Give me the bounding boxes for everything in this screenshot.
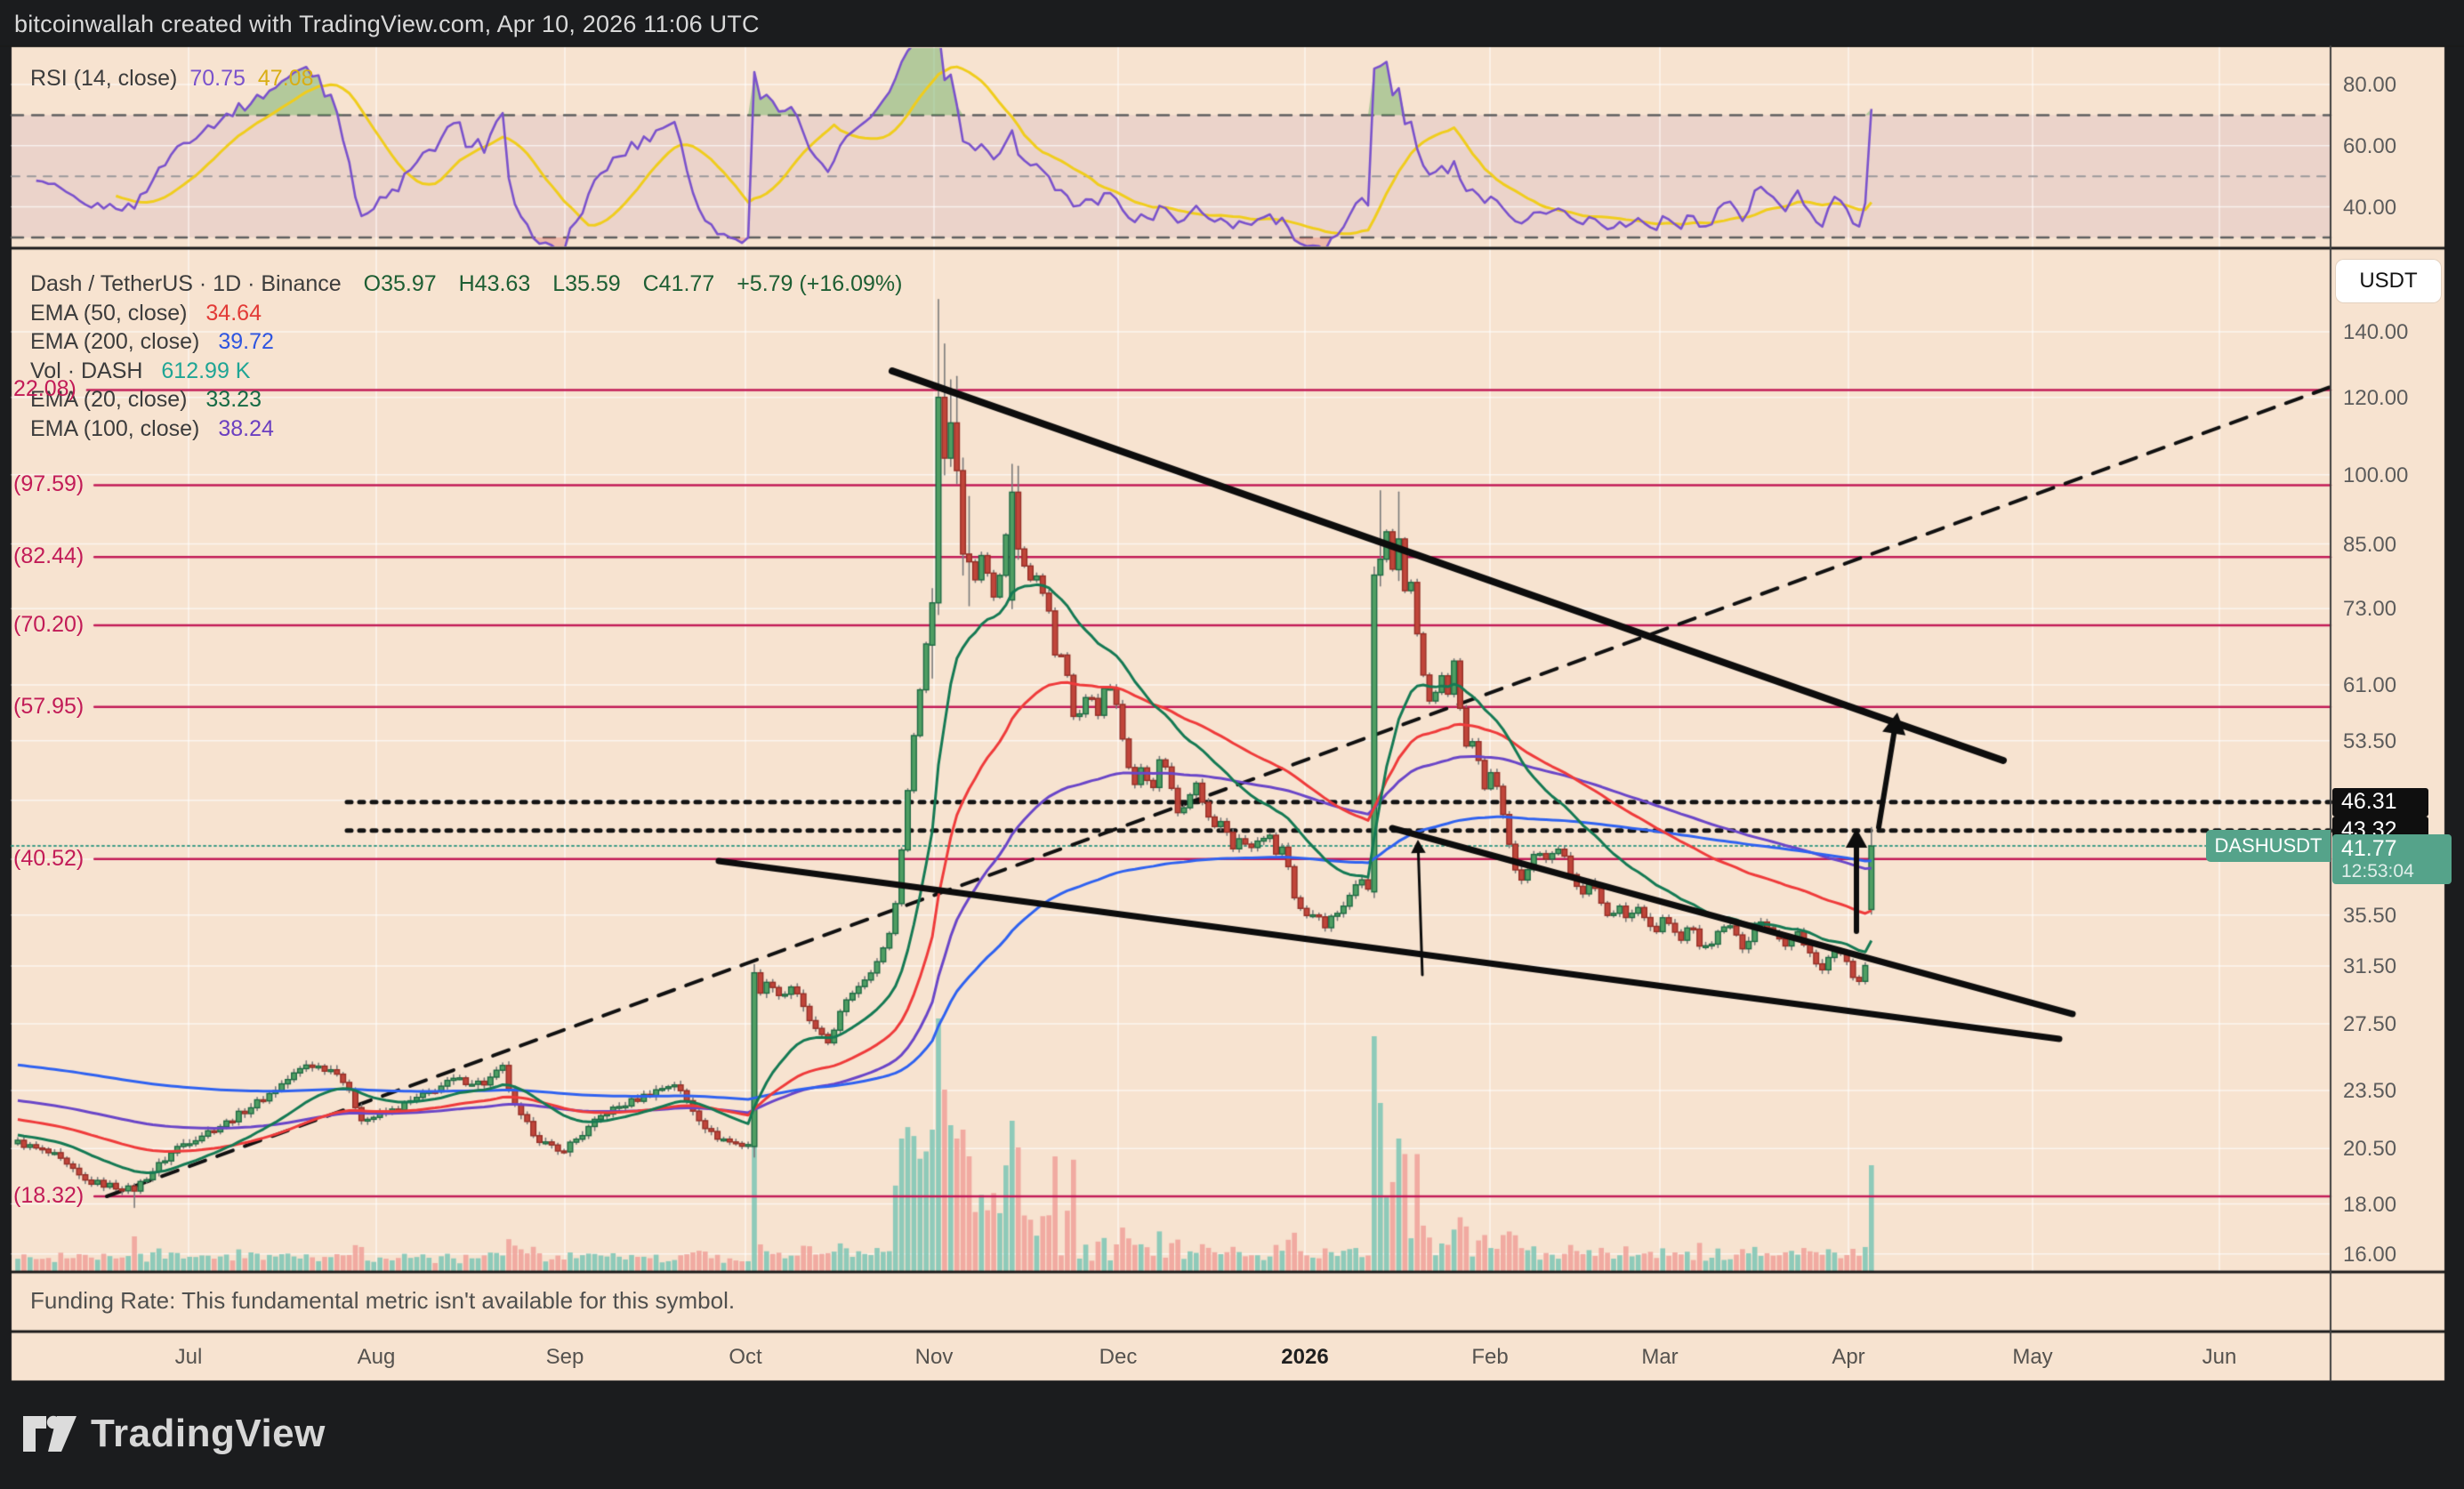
rsi-legend[interactable]: RSI (14, close) 70.75 47.08 [30,66,313,92]
tradingview-wordmark: TradingView [91,1412,326,1455]
main-legend: Dash / TetherUS · 1D · Binance O35.97 H4… [30,270,902,443]
price-tick-100.00: 100.00 [2343,463,2409,487]
ema100-value: 38.24 [218,415,274,441]
indicator-row-ema100[interactable]: EMA (100, close) 38.24 [30,415,902,444]
rsi-tick-80.00: 80.00 [2343,73,2397,97]
rsi-tick-60.00: 60.00 [2343,133,2397,158]
price-tick-85.00: 85.00 [2343,532,2397,557]
symbol-title: Dash / TetherUS · 1D · Binance [30,271,342,296]
price-line-label-18.32: (18.32) [13,1183,85,1209]
ohlc-change: +5.79 (+16.09%) [737,271,903,296]
month-label-Oct: Oct [729,1345,762,1369]
rsi-tick-40.00: 40.00 [2343,195,2397,220]
price-line-label-122.08: 22.08) [13,376,76,402]
month-label-Apr: Apr [1832,1345,1865,1369]
ema200-value: 39.72 [218,329,274,354]
ema50-label: EMA (50, close) [30,300,188,326]
price-tick-35.50: 35.50 [2343,903,2397,928]
tradingview-icon [23,1415,76,1452]
indicator-row-ema20[interactable]: EMA (20, close) 33.23 [30,385,902,415]
month-label-Dec: Dec [1099,1345,1138,1369]
month-label-2026: 2026 [1281,1345,1329,1369]
price-tick-120.00: 120.00 [2343,385,2409,410]
price-tick-53.50: 53.50 [2343,728,2397,753]
price-line-label-97.59: (97.59) [13,471,85,497]
ema20-value: 33.23 [205,387,262,412]
price-tick-27.50: 27.50 [2343,1011,2397,1036]
ema20-label: EMA (20, close) [30,387,188,412]
level-badge-46.31: 46.31 [2332,787,2428,817]
volume-value: 612.99 K [161,358,251,383]
month-label-Aug: Aug [357,1345,396,1369]
bar-countdown: 12:53:04 [2341,861,2414,882]
indicator-row-ema200[interactable]: EMA (200, close) 39.72 [30,327,902,357]
month-label-Mar: Mar [1641,1345,1679,1369]
price-tick-18.00: 18.00 [2343,1192,2397,1217]
rsi-value: 70.75 [189,66,246,91]
ohlc-open: O35.97 [363,271,437,296]
month-label-Nov: Nov [914,1345,954,1369]
ema200-label: EMA (200, close) [30,329,200,354]
price-line-label-82.44: (82.44) [13,543,85,569]
volume-label: Vol · DASH [30,358,143,383]
ema50-value: 34.64 [205,300,262,326]
last-price: 41.77 [2341,836,2397,862]
price-line-label-57.95: (57.95) [13,693,85,719]
price-tick-73.00: 73.00 [2343,597,2397,622]
month-label-Jul: Jul [174,1345,203,1369]
funding-rate-note: Funding Rate: This fundamental metric is… [30,1287,736,1314]
currency-toggle-button[interactable]: USDT [2336,260,2441,302]
price-tick-61.00: 61.00 [2343,673,2397,698]
price-tick-20.50: 20.50 [2343,1137,2397,1162]
month-label-Feb: Feb [1471,1345,1509,1369]
attribution-text: bitcoinwallah created with TradingView.c… [14,11,760,37]
price-tick-23.50: 23.50 [2343,1079,2397,1104]
rsi-legend-label: RSI (14, close) [30,66,178,91]
ohlc-high: H43.63 [458,271,531,296]
price-tick-16.00: 16.00 [2343,1242,2397,1267]
month-label-May: May [2012,1345,2053,1369]
symbol-row[interactable]: Dash / TetherUS · 1D · Binance O35.97 H4… [30,270,902,299]
ema100-label: EMA (100, close) [30,415,200,441]
price-tick-140.00: 140.00 [2343,320,2409,344]
month-label-Jun: Jun [2202,1345,2237,1369]
month-label-Sep: Sep [545,1345,584,1369]
tradingview-logo-link[interactable]: TradingView [21,1411,326,1457]
price-line-label-40.52: (40.52) [13,845,85,871]
ohlc-close: C41.77 [642,271,715,296]
price-tick-31.50: 31.50 [2343,954,2397,978]
ohlc-low: L35.59 [552,271,621,296]
indicator-row-ema50[interactable]: EMA (50, close) 34.64 [30,299,902,328]
rsi-ma-value: 47.08 [257,66,314,91]
price-line-label-70.2: (70.20) [13,611,85,637]
symbol-price-tag[interactable]: DASHUSDT [2206,830,2331,863]
indicator-row-volume[interactable]: Vol · DASH 612.99 K [30,357,902,386]
last-price-badge: 41.77 12:53:04 [2332,834,2452,885]
